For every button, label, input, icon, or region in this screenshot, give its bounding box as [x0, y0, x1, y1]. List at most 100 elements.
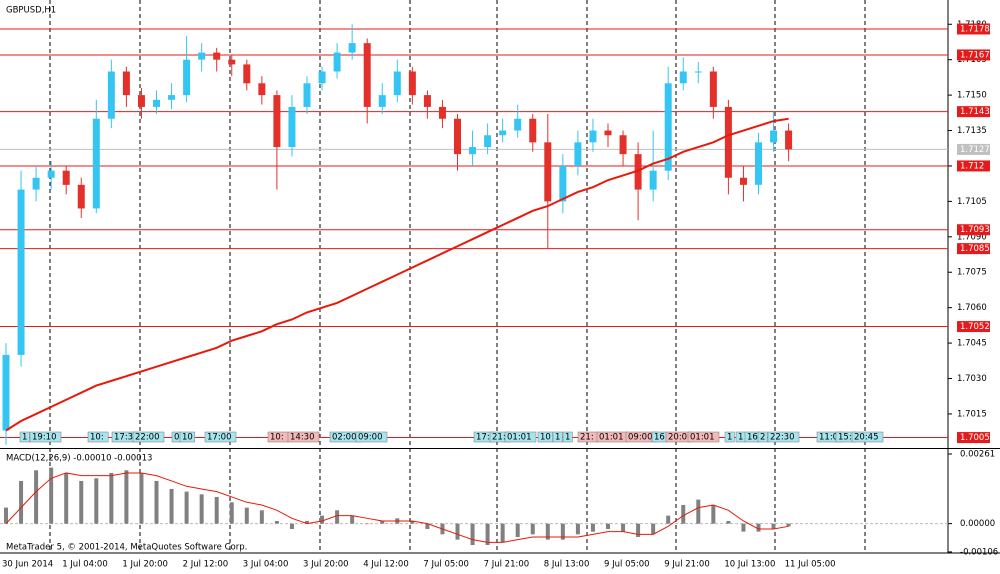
candle-body — [213, 52, 221, 60]
event-marker — [132, 431, 165, 443]
histogram-bar — [681, 504, 686, 524]
level-label: 1.712 — [960, 161, 984, 171]
level-label: 1.7167 — [960, 50, 990, 60]
candle-body — [724, 106, 732, 178]
candle-body — [694, 71, 702, 73]
x-tick-label: 10 Jul 13:00 — [724, 560, 775, 570]
event-marker — [767, 431, 800, 443]
candle-body — [62, 170, 70, 185]
y-tick-label: -0.00106 — [960, 547, 998, 557]
bid-label: 1.7127 — [960, 145, 990, 155]
event-marker — [204, 431, 237, 443]
event-marker — [687, 431, 720, 443]
level-label: 1.7143 — [960, 107, 990, 117]
histogram-bar — [274, 520, 279, 524]
histogram-bar — [244, 507, 249, 524]
candle-body — [484, 135, 492, 148]
histogram-bar — [425, 523, 430, 529]
candle-body — [499, 130, 507, 136]
candle-body — [423, 95, 431, 107]
level-box — [957, 243, 990, 255]
candle-body — [469, 147, 477, 155]
event-marker — [287, 431, 320, 443]
x-tick-label: 9 Jul 21:00 — [664, 560, 710, 570]
y-tick-label: 0.00261 — [960, 450, 995, 460]
event-marker — [179, 431, 196, 443]
candle-body — [589, 130, 597, 143]
histogram-bar — [666, 515, 671, 524]
y-tick-label: 0.00000 — [960, 519, 995, 529]
level-box — [957, 432, 990, 444]
candle-body — [679, 71, 687, 84]
histogram-bar — [94, 478, 99, 524]
histogram-bar — [741, 523, 746, 532]
x-tick-label: 4 Jul 12:00 — [363, 560, 409, 570]
histogram-bar — [124, 470, 129, 524]
level-label: 1.7178 — [960, 24, 990, 34]
event-label: 20:0 — [668, 433, 687, 443]
histogram-bar — [305, 520, 309, 524]
histogram-bar — [606, 523, 610, 529]
candle-body — [137, 95, 145, 107]
event-label: 10 — [182, 433, 193, 443]
event-marker — [552, 431, 563, 443]
histogram-bar — [590, 523, 595, 532]
candle-body — [544, 142, 552, 202]
event-label: 19:10 — [32, 433, 57, 443]
candle-body — [228, 59, 236, 65]
event-label: 15: — [838, 433, 852, 443]
candle-body — [288, 106, 296, 148]
candle-body — [47, 170, 55, 178]
level-box — [957, 23, 990, 35]
histogram-bar — [575, 523, 580, 535]
event-label: 1 — [738, 433, 743, 443]
event-marker — [87, 431, 109, 443]
event-label: 2 — [760, 433, 765, 443]
level-label: 1.7093 — [960, 225, 990, 235]
histogram-bar — [229, 502, 234, 524]
event-label: 1 — [565, 433, 570, 443]
histogram-bar — [169, 488, 174, 524]
histogram-bar — [289, 523, 294, 529]
candle-body — [363, 43, 371, 107]
candle-body — [408, 71, 416, 96]
event-label: 01:01 — [599, 433, 624, 443]
copyright: MetaTrader 5, © 2001-2014, MetaQuotes So… — [6, 543, 247, 553]
histogram-bar — [184, 491, 189, 524]
event-label: 1 — [555, 433, 560, 443]
event-marker — [851, 431, 884, 443]
event-label: 14:30 — [290, 433, 315, 443]
event-label: 22:30 — [770, 433, 795, 443]
histogram-bar — [109, 472, 114, 524]
level-label: 1.7052 — [960, 322, 990, 332]
candle-body — [438, 106, 446, 119]
histogram-bar — [530, 523, 535, 535]
x-tick-label: 8 Jul 13:00 — [544, 560, 590, 570]
event-label: 10: — [270, 433, 284, 443]
candle-body — [122, 71, 130, 96]
candle-body — [2, 354, 10, 431]
level-box — [957, 321, 990, 333]
level-box — [957, 49, 990, 61]
event-marker — [29, 431, 62, 443]
histogram-bar — [19, 480, 24, 524]
event-label: 10: — [90, 433, 104, 443]
histogram-bar — [771, 523, 776, 529]
level-box — [957, 160, 990, 172]
event-label: 1 — [727, 433, 732, 443]
level-label: 1.7085 — [960, 244, 990, 254]
x-tick-label: 11 Jul 05:00 — [785, 560, 836, 570]
candle-body — [649, 170, 657, 190]
x-tick-label: 2 Jul 12:00 — [183, 560, 229, 570]
candle-body — [378, 95, 386, 107]
histogram-bar — [350, 515, 355, 524]
candle-body — [393, 71, 401, 96]
histogram-bar — [545, 523, 550, 540]
candle-body — [17, 189, 25, 355]
candle-body — [273, 95, 281, 148]
histogram-bar — [470, 523, 475, 545]
x-tick-label: 3 Jul 04:00 — [243, 560, 289, 570]
event-label: 09:00 — [358, 433, 383, 443]
y-tick-label: 1.7135 — [957, 126, 987, 136]
